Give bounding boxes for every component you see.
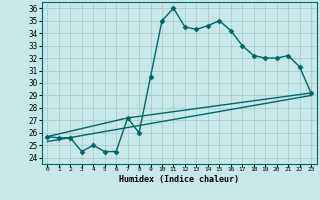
X-axis label: Humidex (Indice chaleur): Humidex (Indice chaleur) [119,175,239,184]
